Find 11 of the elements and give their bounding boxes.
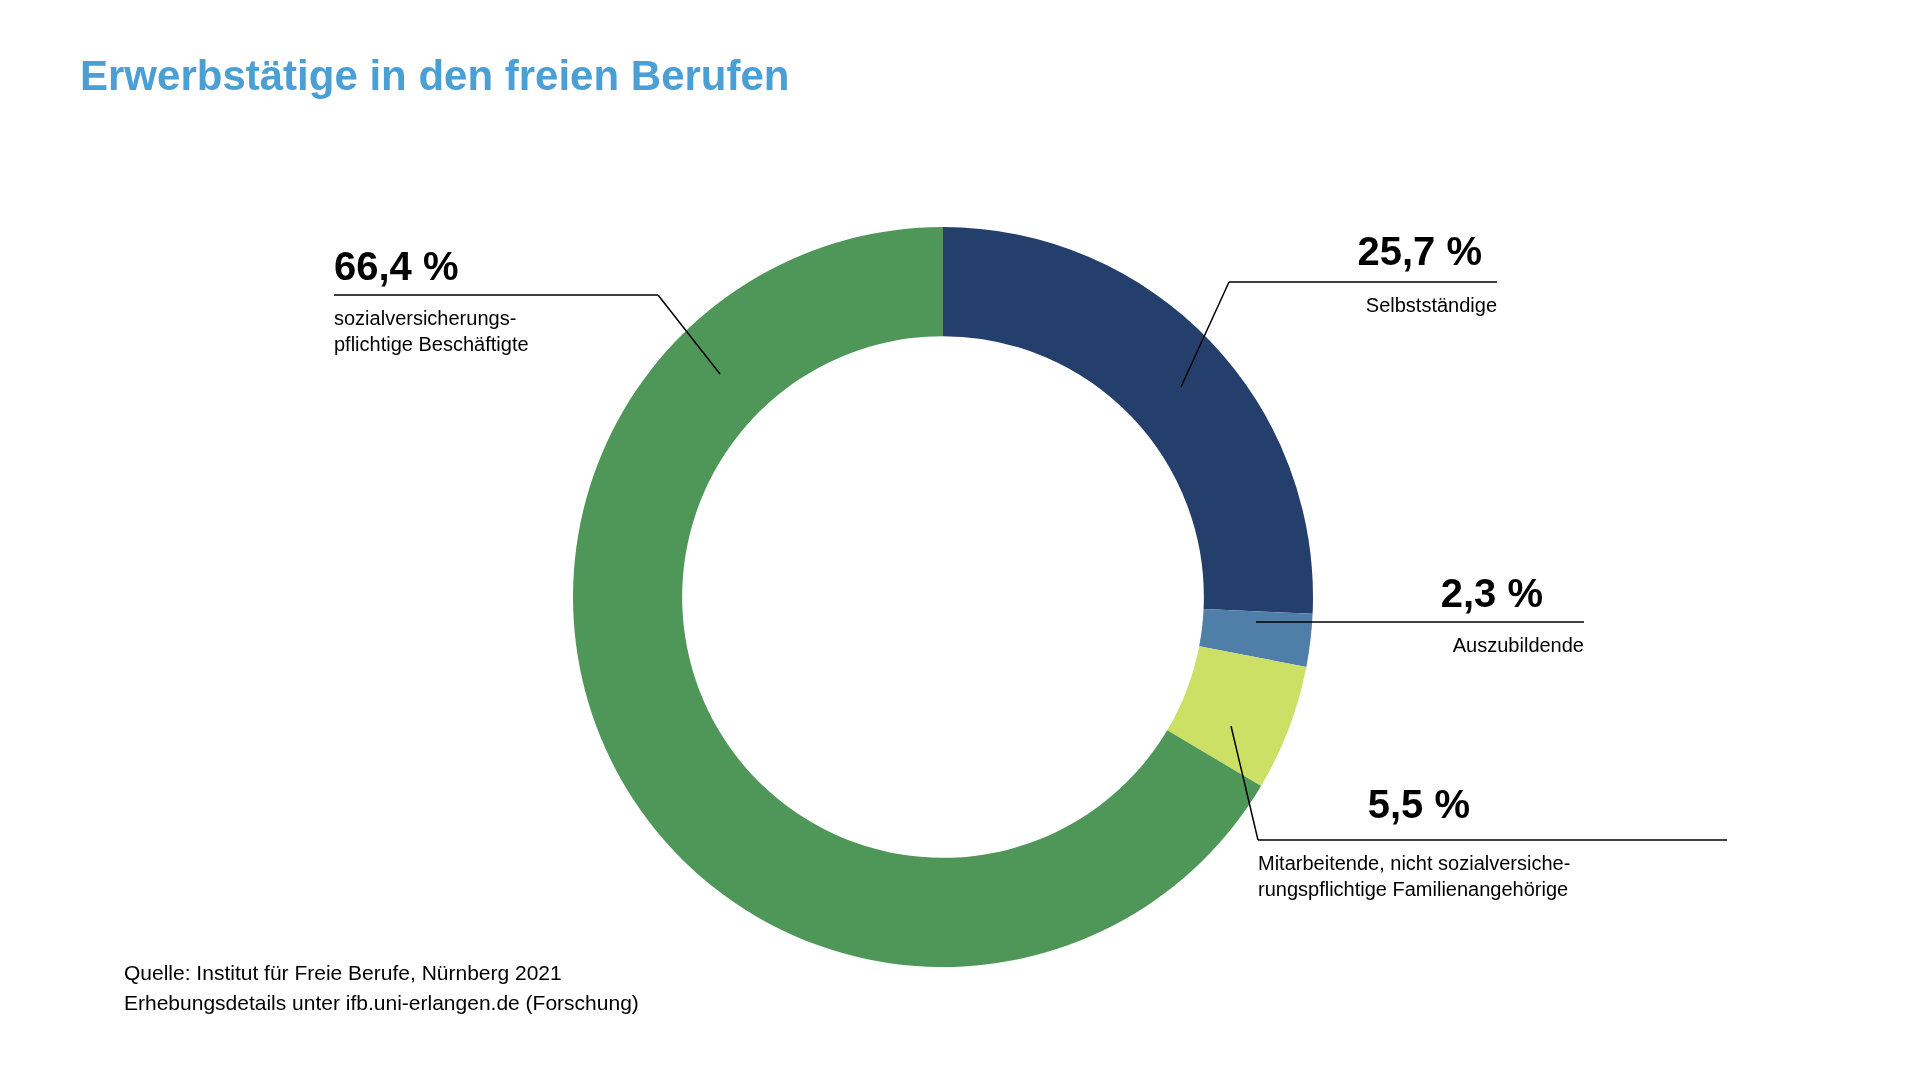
data-label: 2,3 % bbox=[1440, 571, 1543, 615]
slice-label: Mitarbeitende, nicht sozialversiche- rungspflichtige Familienangehörige bbox=[1258, 852, 1571, 900]
source-note: Quelle: Institut für Freie Berufe, Nürnberg 2021 bbox=[124, 960, 563, 986]
slice-label: Selbstständige bbox=[1365, 294, 1497, 316]
data-label: 5,5 % bbox=[1367, 782, 1470, 826]
slice-label: sozialversicherungs- pflichtige Beschäftigte bbox=[334, 307, 529, 355]
chart-title: Erwerbstätige in den freien Berufen bbox=[80, 52, 790, 100]
slice-label: Auszubildende bbox=[1452, 634, 1584, 656]
text: Erhebungsdetails unter ifb.uni-erlangen.de (Forschung) bbox=[124, 990, 639, 1016]
data-label: 25,7 % bbox=[1357, 229, 1482, 273]
data-label: 66,4 % bbox=[334, 244, 459, 288]
